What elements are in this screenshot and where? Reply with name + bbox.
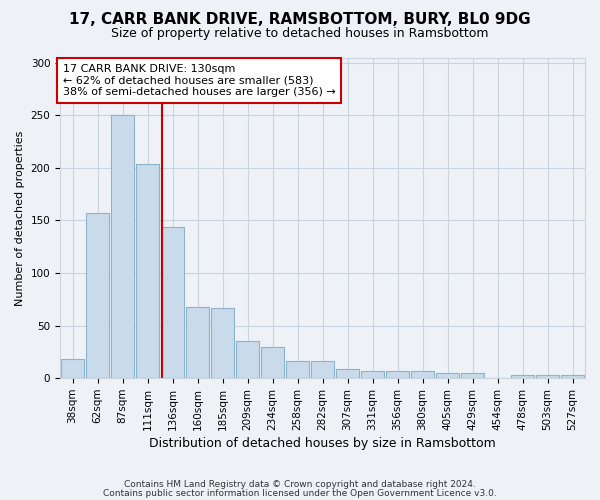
Bar [211,308,234,378]
Bar [511,375,534,378]
Bar [561,375,584,378]
Bar [186,306,209,378]
Bar [411,371,434,378]
Bar [236,342,259,378]
Bar [286,362,309,378]
Bar [161,227,184,378]
Bar [336,368,359,378]
Bar [536,375,559,378]
Bar [361,371,384,378]
Text: Contains public sector information licensed under the Open Government Licence v3: Contains public sector information licen… [103,489,497,498]
Bar [136,164,159,378]
Bar [261,346,284,378]
Bar [386,371,409,378]
Text: Size of property relative to detached houses in Ramsbottom: Size of property relative to detached ho… [111,28,489,40]
Bar [61,360,84,378]
Text: Contains HM Land Registry data © Crown copyright and database right 2024.: Contains HM Land Registry data © Crown c… [124,480,476,489]
Y-axis label: Number of detached properties: Number of detached properties [15,130,25,306]
X-axis label: Distribution of detached houses by size in Ramsbottom: Distribution of detached houses by size … [149,437,496,450]
Text: 17 CARR BANK DRIVE: 130sqm
← 62% of detached houses are smaller (583)
38% of sem: 17 CARR BANK DRIVE: 130sqm ← 62% of deta… [62,64,335,97]
Bar [461,373,484,378]
Bar [436,373,459,378]
Bar [86,213,109,378]
Text: 17, CARR BANK DRIVE, RAMSBOTTOM, BURY, BL0 9DG: 17, CARR BANK DRIVE, RAMSBOTTOM, BURY, B… [69,12,531,28]
Bar [111,116,134,378]
Bar [311,362,334,378]
